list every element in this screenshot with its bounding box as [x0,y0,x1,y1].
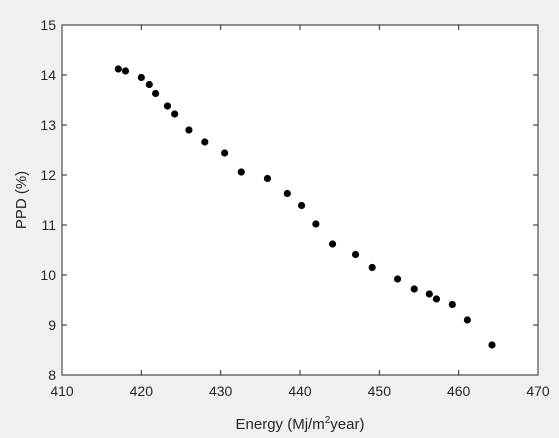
data-point [463,316,471,324]
data-point [221,149,229,157]
data-point [368,263,376,272]
data-point [201,138,209,146]
x-tick-label: 410 [50,383,74,399]
data-point [137,73,145,82]
x-tick-label: 440 [288,383,312,399]
x-axis-label: Energy (Mj/m2year) [236,415,365,433]
data-point [263,174,272,183]
y-tick-label: 10 [40,267,56,283]
x-tick-label: 430 [209,383,233,399]
x-axis-label-suffix: year) [330,416,364,433]
y-tick-label: 13 [40,117,56,133]
y-tick-label: 15 [40,17,56,33]
y-tick-label: 9 [48,317,56,333]
x-tick-label: 470 [526,383,550,399]
data-point [171,110,179,118]
data-point [283,189,291,198]
data-point [488,341,496,349]
y-tick-label: 12 [40,167,56,183]
x-axis-label-superscript: 2 [325,415,331,426]
data-point [163,102,172,110]
x-axis-label-prefix: Energy (Mj/m [236,416,325,433]
data-point [237,168,245,176]
data-point [448,300,456,309]
data-point [328,240,337,248]
plot-area [62,25,538,375]
data-point [145,80,153,89]
data-point [121,67,130,75]
x-tick-labels: 410 420 430 440 450 460 470 [50,383,550,399]
data-point [297,201,306,210]
data-point [312,220,320,228]
axes-box [61,24,539,376]
y-axis-label: PPD (%) [13,171,30,229]
y-tick-label: 8 [48,367,56,383]
data-point [425,290,433,298]
y-tick-labels: 8 9 10 11 12 13 14 15 [40,17,56,383]
data-point [351,250,360,259]
data-point [393,275,402,283]
data-point [185,126,193,134]
data-point [432,295,441,303]
data-point [410,285,418,293]
x-tick-label: 420 [130,383,154,399]
data-point [114,65,122,73]
data-points [114,65,496,349]
data-point [152,89,160,98]
x-tick-label: 460 [447,383,471,399]
x-tick-label: 450 [368,383,392,399]
y-tick-label: 14 [40,67,56,83]
y-tick-label: 11 [41,217,56,233]
